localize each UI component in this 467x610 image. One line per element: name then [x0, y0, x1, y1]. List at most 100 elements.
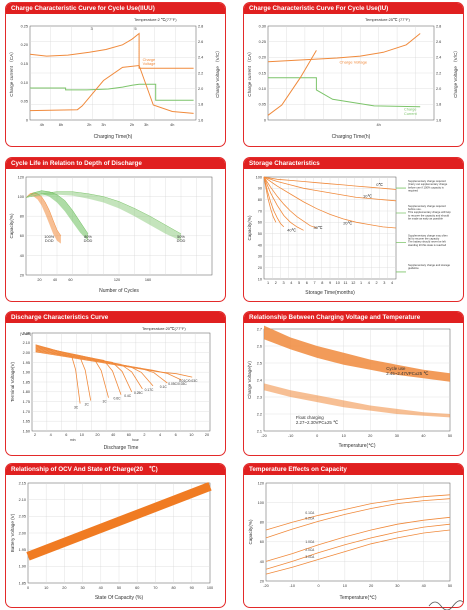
dod-line: [25, 191, 182, 235]
x-tick-label: 70: [153, 586, 157, 590]
y-left-tick-label: 0.20: [259, 56, 266, 60]
x-tick-label: 1: [360, 281, 362, 285]
chart-charge-iiuu: Temperature:2 ℃(77°F) 0.25 0.20 0.15 0.10 0.0…: [9, 17, 220, 140]
series-label: 0.1CA: [305, 511, 315, 515]
discharge-line: [35, 346, 122, 395]
x-tick-label: 60: [135, 586, 139, 590]
y-right-tick-label: 1.6: [198, 118, 203, 122]
y-left-tick-label: 0.15: [21, 62, 28, 66]
x-tick-label: 3: [282, 281, 284, 285]
y-tick-label: 1.75: [23, 400, 30, 404]
y-tick-label: 2.15: [19, 481, 26, 485]
x-tick-label: 60: [68, 278, 72, 282]
y-tick-label: 100: [18, 195, 24, 199]
dod-line: [25, 190, 89, 234]
storage-line: [263, 176, 397, 190]
y-tick-label: 2.4: [257, 378, 262, 382]
y-tick-label: 2.20: [23, 331, 30, 335]
x-unit-label: min: [70, 438, 76, 442]
voltage-band: [264, 383, 450, 418]
y-axis-label: Charge Voltage(V): [247, 361, 252, 399]
x-tick-label: 4: [159, 433, 161, 437]
curve-label: 0.4C: [124, 394, 132, 398]
dod-band: [26, 192, 61, 244]
x-tick-label: 20: [62, 586, 66, 590]
y-tick-label: 1.95: [19, 548, 26, 552]
x-tick-label: 5: [298, 281, 300, 285]
x-tick-label: 4h: [377, 123, 381, 127]
x-tick-label: 0: [318, 584, 320, 588]
y-right-tick-label: 1.6: [436, 118, 441, 122]
x-axis-label: Charging Time(h): [332, 134, 371, 140]
y-tick-label: 2.7: [257, 327, 262, 331]
y-tick-label: 2.2: [257, 412, 262, 416]
x-tick-label: 40: [111, 433, 115, 437]
storage-line: [263, 176, 285, 228]
y-tick-label: 1.70: [23, 410, 30, 414]
x-tick-label: 160: [145, 278, 151, 282]
series-label-charge-current: Charge Current: [404, 108, 418, 116]
y-tick-label: 1.90: [19, 565, 26, 569]
x-axis-label: State Of Capacity (%): [95, 595, 144, 601]
y-left-tick-label: 0.30: [259, 24, 266, 28]
chart-panel-charge-iu: Charge Characteristic Curve For Cycle Us…: [243, 2, 464, 147]
curve-label: 0.1C: [160, 385, 168, 389]
y-tick-label: 40: [258, 243, 262, 247]
y-tick-label: 100: [256, 175, 262, 179]
series-line: [29, 32, 194, 69]
y-tick-label: 2.00: [19, 531, 26, 535]
dod-label-100: 100% DOD: [44, 234, 54, 243]
chart-title: Discharge Characteristics Curve: [6, 312, 225, 323]
y-right-tick-label: 2.8: [198, 24, 203, 28]
x-tick-label: 3: [383, 281, 385, 285]
voltage-band: [264, 325, 450, 382]
y-tick-label: 1.90: [23, 371, 30, 375]
series-label: 0.2CA: [305, 517, 315, 521]
y-tick-label: 2.00: [23, 351, 30, 355]
y-left-tick-label: 0.25: [21, 24, 28, 28]
storage-note: Supplementary charge required before use.…: [408, 204, 451, 220]
storage-line: [263, 176, 277, 223]
x-tick-label: 100: [207, 586, 213, 590]
marker-label: 3: [90, 26, 93, 31]
y-tick-label: 2.6: [257, 344, 262, 348]
curve-label: 3C: [74, 406, 79, 410]
x-tick-label: 30: [395, 584, 399, 588]
y-tick-label: 2.10: [23, 341, 30, 345]
x-tick-label: 6: [306, 281, 308, 285]
curve-label: 0.17C: [145, 388, 154, 392]
x-unit-label: hour: [132, 438, 140, 442]
curve-label: 0.25C: [134, 391, 143, 395]
y-left-tick-label: 0.10: [21, 81, 28, 85]
y-tick-label: 20: [20, 273, 24, 277]
y-axis-label-left: Charge current （CA）: [247, 49, 252, 97]
capacity-line: [265, 498, 451, 539]
y-right-tick-label: 2.0: [436, 87, 441, 91]
y-tick-label: 20: [258, 266, 262, 270]
x-tick-label: 2: [143, 433, 145, 437]
x-tick-label: 10: [189, 433, 193, 437]
x-tick-label: 8h: [59, 123, 63, 127]
chart-ocv: 2.15 2.10 2.05 2.00 1.95 1.90 1.85 Battery Volt…: [10, 481, 213, 601]
y-left-tick-label: 0.15: [259, 71, 266, 75]
x-tick-label: 0: [316, 434, 318, 438]
y-tick-label: 60: [258, 221, 262, 225]
y-tick-label: 120: [258, 481, 264, 485]
y-tick-label: 1.80: [23, 390, 30, 394]
chart-title: Storage Characteristics: [244, 158, 463, 169]
x-tick-label: 40: [53, 278, 57, 282]
x-tick-label: 4h: [40, 123, 44, 127]
storage-line: [263, 176, 397, 202]
curve-label: 2C: [85, 403, 90, 407]
y-tick-label: 90: [258, 187, 262, 191]
chart-panel-cycle-life: Cycle Life in Relation to Depth of Disch…: [5, 157, 226, 302]
storage-line: [263, 176, 304, 231]
x-tick-label: 120: [114, 278, 120, 282]
capacity-line: [265, 516, 451, 562]
x-tick-label: 0: [27, 586, 29, 590]
y-left-tick-label: 0: [264, 118, 266, 122]
chart-panel-temp-capacity: Temperature Effects on Capacity 120 100 80…: [243, 463, 464, 608]
x-tick-label: 40: [422, 584, 426, 588]
x-tick-label: -20: [261, 434, 267, 438]
x-tick-label: 40: [99, 586, 103, 590]
